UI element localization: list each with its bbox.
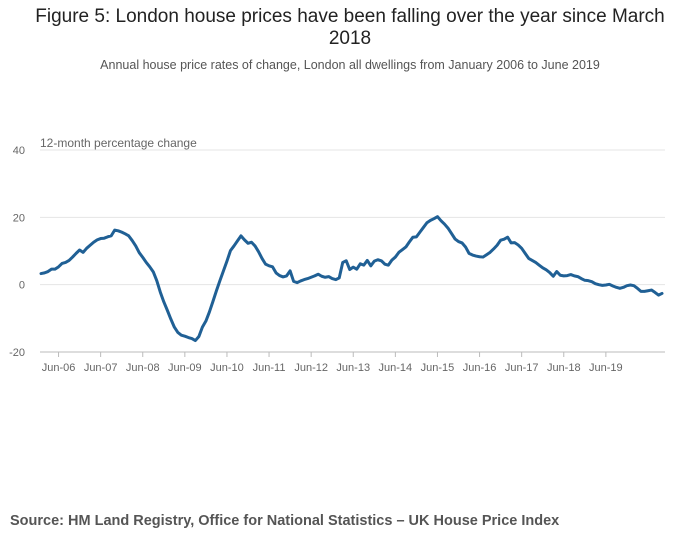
x-tick-label: Jun-13 [336,362,370,374]
chart-title-line-2: 2018 [328,28,372,49]
chart-title: Figure 5: London house prices have been … [0,6,700,50]
chart-title-line-1: Figure 5: London house prices have been … [35,6,665,27]
x-tick-label: Jun-07 [84,362,118,374]
line-chart: -20 0 20 40 Jun-06 Jun-07 Jun-08 Jun-09 Jun-10 Ju… [9,136,665,374]
chart-subtitle: Annual house price rates of change, Lond… [100,58,600,72]
y-tick-label: 20 [13,212,25,224]
x-tick-label: Jun-16 [463,362,497,374]
x-tick-label: Jun-12 [294,362,328,374]
x-tick-label: Jun-19 [589,362,623,374]
y-tick-label: 0 [19,280,25,292]
x-tick-label: Jun-10 [210,362,244,374]
y-tick-label: 40 [13,145,25,157]
x-tick-label: Jun-09 [168,362,202,374]
x-tick-label: Jun-18 [547,362,581,374]
series-line-london [39,215,664,343]
x-tick-label: Jun-06 [42,362,76,374]
x-tick-label: Jun-08 [126,362,160,374]
y-tick-label: -20 [9,347,25,359]
x-tick-label: Jun-15 [421,362,455,374]
x-tick-label: Jun-17 [505,362,539,374]
x-tick-label: Jun-11 [253,362,286,374]
x-tick-label: Jun-14 [379,362,413,374]
y-axis-label: 12-month percentage change [40,136,197,150]
source-note: Source: HM Land Registry, Office for Nat… [10,513,560,529]
